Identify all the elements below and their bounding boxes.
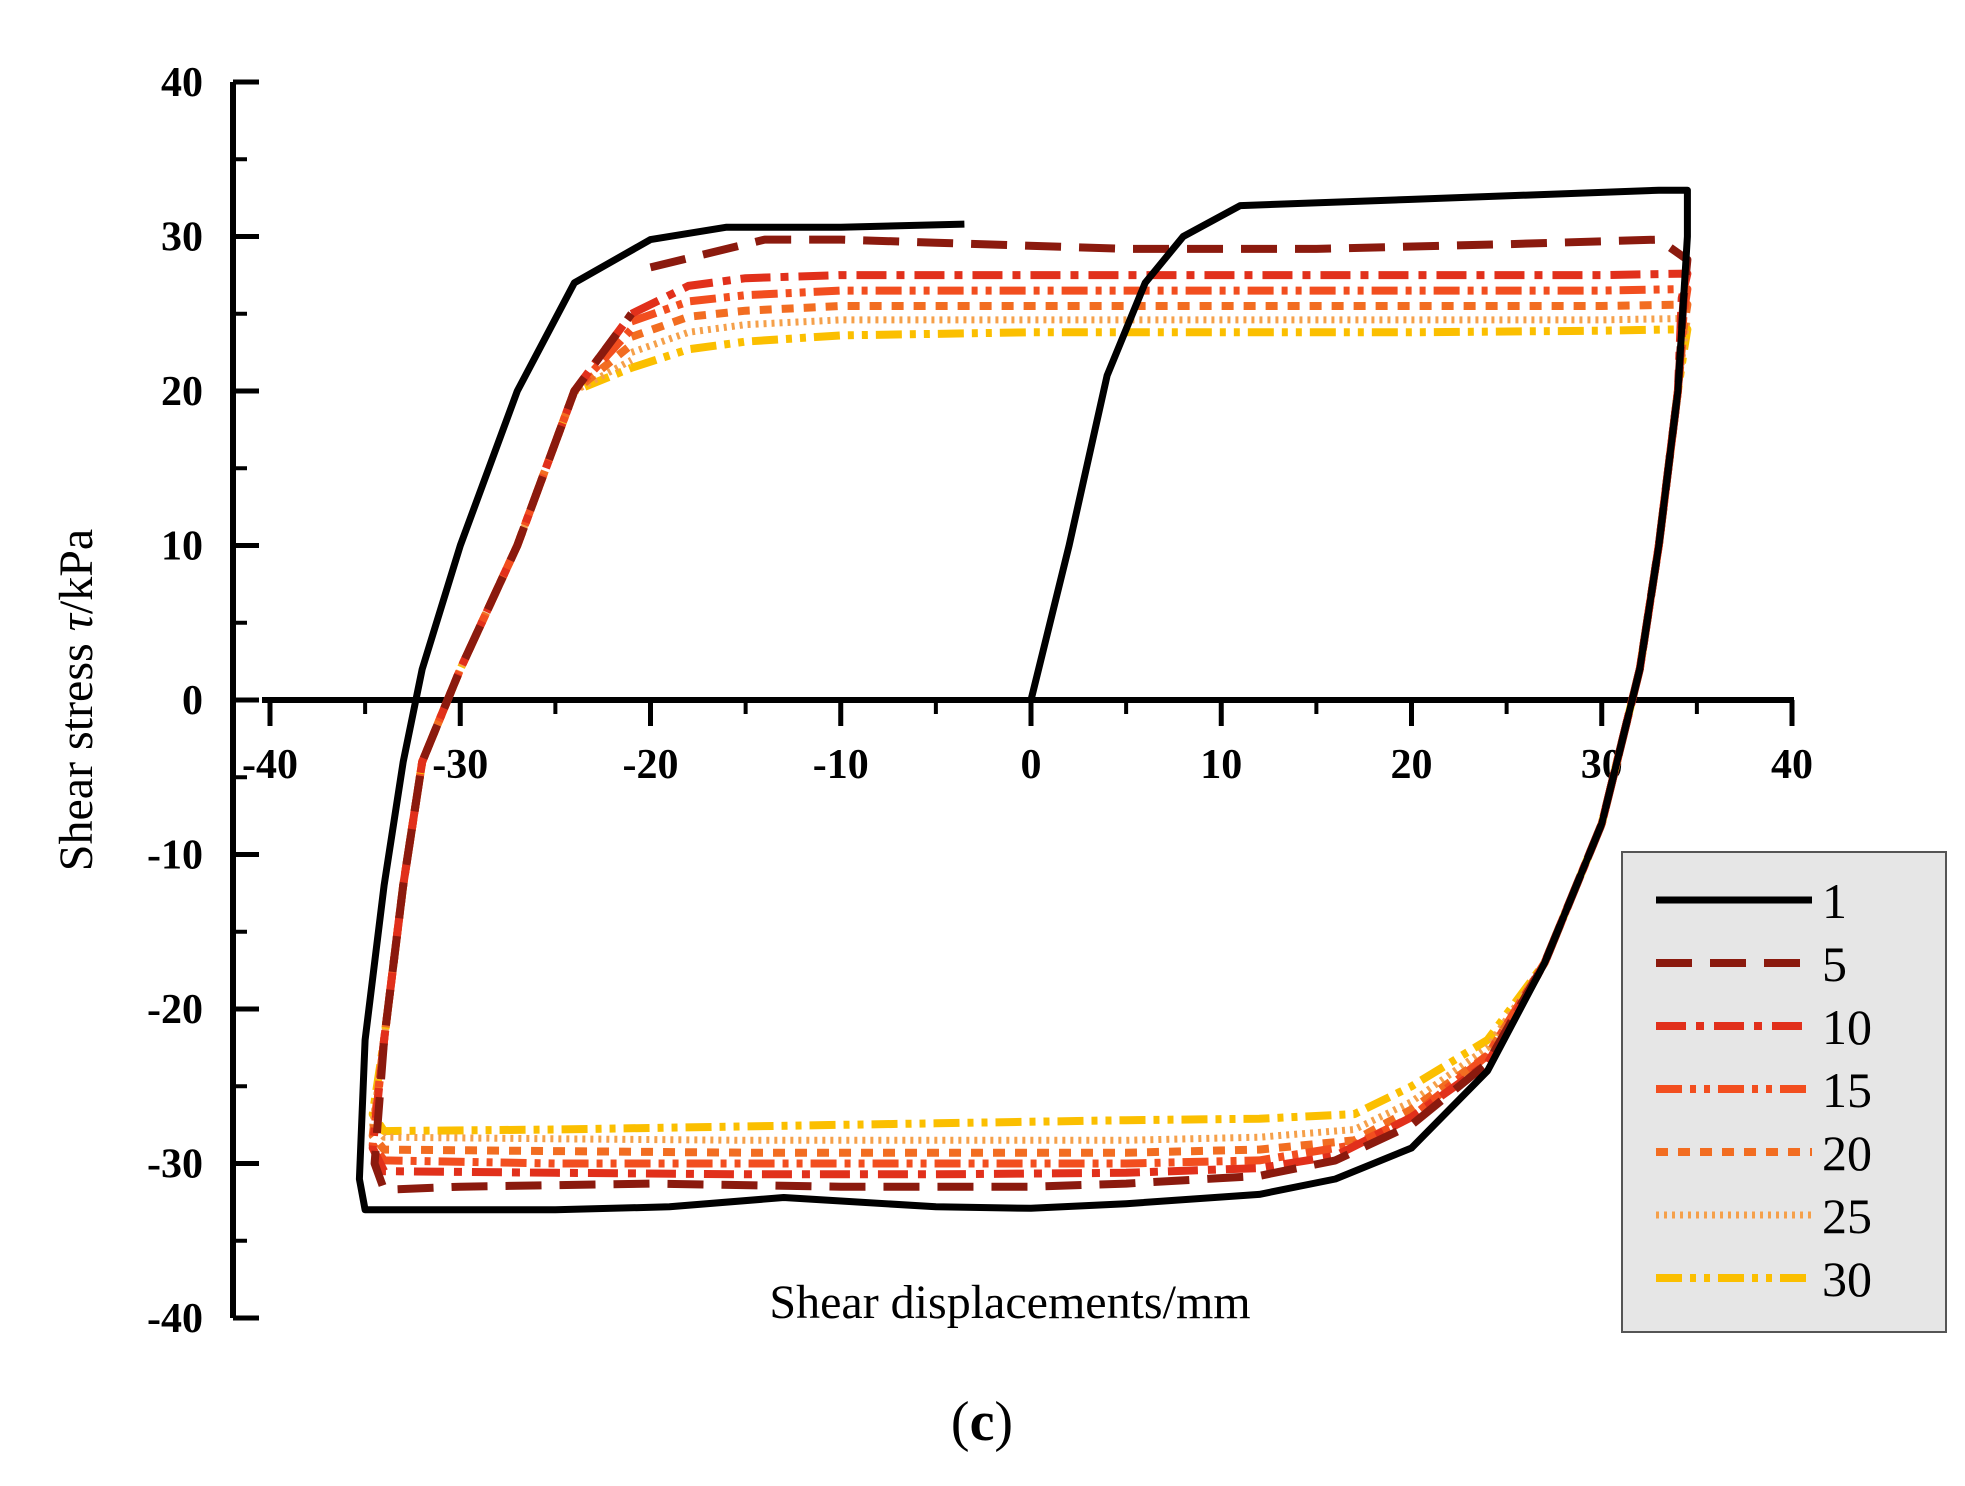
series-line-10 [368, 269, 1692, 1179]
series-line-25 [369, 314, 1691, 1144]
legend-label-1: 1 [1822, 873, 1847, 929]
x-tick-label: -20 [623, 742, 679, 788]
panel-label-letter: c [970, 1391, 995, 1453]
x-tick-label: -40 [242, 742, 298, 788]
y-tick-label: 20 [161, 369, 203, 415]
panel-label-close: ) [994, 1391, 1013, 1453]
y-tick-label: 0 [182, 678, 203, 724]
series-line-1 [355, 186, 1691, 1214]
x-tick-label: -10 [813, 742, 869, 788]
x-tick-label: 20 [1391, 742, 1433, 788]
y-tick-label: -20 [147, 987, 203, 1033]
y-tick-label: 40 [161, 60, 203, 106]
series-line-30 [368, 325, 1692, 1136]
legend-label-20: 20 [1822, 1125, 1872, 1181]
y-axis-title: Shear stress τ/kPa [50, 529, 103, 871]
legend-label-10: 10 [1822, 999, 1872, 1055]
y-axis-title-prefix: Shear stress [50, 631, 103, 871]
y-tick-label: -10 [147, 833, 203, 879]
x-tick-label: 10 [1200, 742, 1242, 788]
y-tick-label: 30 [161, 215, 203, 261]
y-tick-label: -30 [147, 1142, 203, 1188]
x-tick-label: 0 [1021, 742, 1042, 788]
legend-label-25: 25 [1822, 1188, 1872, 1244]
x-axis-title: Shear displacements/mm [769, 1276, 1250, 1329]
x-tick-label: 40 [1771, 742, 1813, 788]
series-line-20 [368, 300, 1692, 1157]
x-tick-label: -30 [432, 742, 488, 788]
legend-label-5: 5 [1822, 936, 1847, 992]
panel-label-open: ( [951, 1391, 970, 1453]
y-axis-title-suffix: /kPa [50, 529, 103, 614]
panel-label: (c) [951, 1391, 1013, 1453]
y-tick-label: 10 [161, 524, 203, 570]
series-line-5 [370, 235, 1692, 1194]
legend-label-30: 30 [1822, 1251, 1872, 1307]
y-tick-label: -40 [147, 1296, 203, 1342]
series-group [355, 186, 1692, 1214]
legend-label-15: 15 [1822, 1062, 1872, 1118]
y-axis-title-symbol: τ [50, 612, 103, 631]
